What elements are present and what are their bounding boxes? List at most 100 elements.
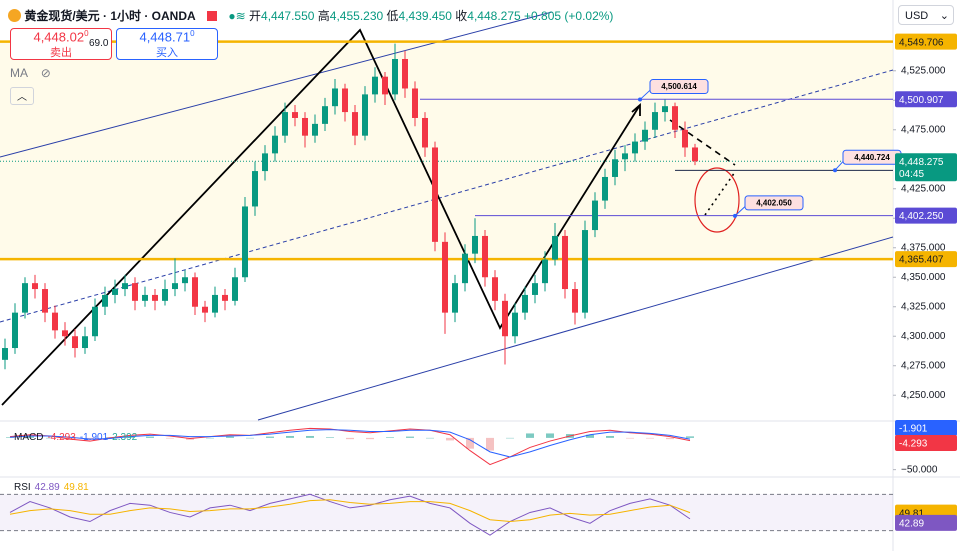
buy-sup: 0 bbox=[190, 29, 195, 38]
candle-body bbox=[352, 112, 358, 136]
level-label-bg bbox=[895, 251, 957, 268]
candle-body bbox=[192, 277, 198, 307]
ohlc-low-label: 低 bbox=[386, 9, 399, 23]
callout-anchor bbox=[638, 97, 642, 102]
candle-body bbox=[372, 76, 378, 95]
histogram-bar bbox=[606, 435, 614, 438]
buy-label: 买入 bbox=[156, 47, 178, 60]
histogram-bar bbox=[406, 436, 414, 438]
histogram-bar bbox=[446, 437, 454, 441]
value-label-bg bbox=[895, 514, 957, 531]
level-label: 4,365.407 bbox=[899, 255, 944, 266]
candle-body bbox=[522, 294, 528, 313]
level-label: 4,549.706 bbox=[899, 37, 944, 48]
candle-body bbox=[292, 112, 298, 118]
drawing bbox=[257, 236, 894, 421]
histogram-bar bbox=[366, 437, 374, 440]
candle-body bbox=[32, 283, 38, 290]
candle-body bbox=[472, 235, 478, 254]
level-label: 4,500.907 bbox=[899, 95, 944, 106]
candle-body bbox=[662, 106, 668, 113]
candle-body bbox=[492, 277, 498, 301]
candle-body bbox=[142, 294, 148, 301]
ohlc-high-label: 高 bbox=[317, 9, 330, 23]
value-label: 42.89 bbox=[899, 519, 924, 530]
legend-value: -1.901 bbox=[80, 432, 109, 443]
sell-price: 4,448.02 bbox=[33, 29, 85, 45]
value-label: -4.293 bbox=[899, 439, 928, 450]
collapse-button[interactable]: ︿ bbox=[10, 87, 34, 105]
ohlc-low: 4,439.450 bbox=[398, 9, 452, 23]
candle-body bbox=[602, 176, 608, 201]
symbol: 黄金现货/美元 · 1小时 · OANDA bbox=[24, 9, 196, 23]
candle-body bbox=[402, 58, 408, 89]
y-tick-label: −50.000 bbox=[901, 464, 938, 475]
candle-body bbox=[62, 330, 68, 337]
pane-legend: MACD -4.293 -1.901 2.392 bbox=[14, 432, 138, 443]
candle-body bbox=[282, 112, 288, 136]
candle-body bbox=[592, 200, 598, 231]
circle-marker bbox=[694, 167, 740, 233]
histogram-bar bbox=[646, 437, 654, 439]
y-tick-label: 4,250.000 bbox=[901, 390, 946, 401]
spread: 69.0 bbox=[89, 38, 109, 49]
histogram-bar bbox=[546, 433, 554, 438]
candle-body bbox=[642, 129, 648, 142]
candle-body bbox=[102, 294, 108, 307]
indicator-line bbox=[9, 499, 691, 523]
histogram-bar bbox=[6, 437, 14, 438]
candle-body bbox=[382, 76, 388, 95]
legend-value: 2.392 bbox=[112, 432, 137, 443]
zigzag bbox=[1, 28, 641, 406]
candle-body bbox=[692, 147, 698, 162]
indicator-line bbox=[9, 429, 691, 458]
level-label: 4,402.250 bbox=[899, 211, 944, 222]
callout-anchor bbox=[733, 213, 737, 218]
legend-value: -4.293 bbox=[47, 432, 76, 443]
sell-button[interactable]: 4,448.020 卖出 bbox=[10, 28, 112, 60]
pane-legend: RSI 42.89 49.81 bbox=[14, 482, 89, 493]
value-label-bg bbox=[895, 420, 957, 436]
candle-body bbox=[42, 289, 48, 313]
candle-body bbox=[682, 129, 688, 148]
candle-body bbox=[342, 88, 348, 113]
flag[interactable] bbox=[207, 11, 218, 21]
y-tick-label: 4,425.000 bbox=[901, 183, 946, 194]
y-tick-label: 4,375.000 bbox=[901, 242, 946, 253]
y-tick-label: 4,300.000 bbox=[901, 331, 946, 342]
histogram-bar bbox=[286, 435, 294, 438]
ohlc-close: 4,448.275 bbox=[467, 9, 521, 23]
ma-label: MA ⊘ bbox=[10, 66, 51, 80]
candle-body bbox=[212, 294, 218, 313]
level-label-bg bbox=[895, 207, 957, 224]
candle-body bbox=[312, 123, 318, 136]
candle-body bbox=[412, 88, 418, 118]
value-label-bg bbox=[895, 435, 957, 451]
histogram-bar bbox=[226, 436, 234, 438]
histogram-bar bbox=[586, 434, 594, 438]
candle-body bbox=[242, 206, 248, 278]
candle-body bbox=[152, 294, 158, 301]
header: 黄金现货/美元 · 1小时 · OANDA ●≋ 开4,447.550 高4,4… bbox=[8, 7, 613, 24]
drawing bbox=[0, 11, 553, 158]
candle-body bbox=[92, 306, 98, 337]
candle-body bbox=[562, 235, 568, 290]
candle-body bbox=[52, 312, 58, 331]
candle-body bbox=[482, 235, 488, 278]
legend-value: MACD bbox=[14, 432, 43, 443]
drawing bbox=[704, 171, 736, 216]
countdown: 04:45 bbox=[899, 169, 924, 180]
callout-label: 4,500.614 bbox=[661, 82, 697, 91]
change: +0.805 (+0.02%) bbox=[524, 9, 614, 23]
last-price-bg bbox=[895, 153, 957, 182]
candle-body bbox=[462, 253, 468, 284]
candle-body bbox=[202, 306, 208, 313]
candle-body bbox=[22, 283, 28, 313]
candle-body bbox=[122, 283, 128, 290]
value-label: 49.81 bbox=[899, 508, 924, 519]
drawing bbox=[669, 119, 736, 166]
buy-button[interactable]: 4,448.710 买入 bbox=[116, 28, 218, 60]
currency[interactable]: USD ⌄ bbox=[898, 5, 954, 25]
